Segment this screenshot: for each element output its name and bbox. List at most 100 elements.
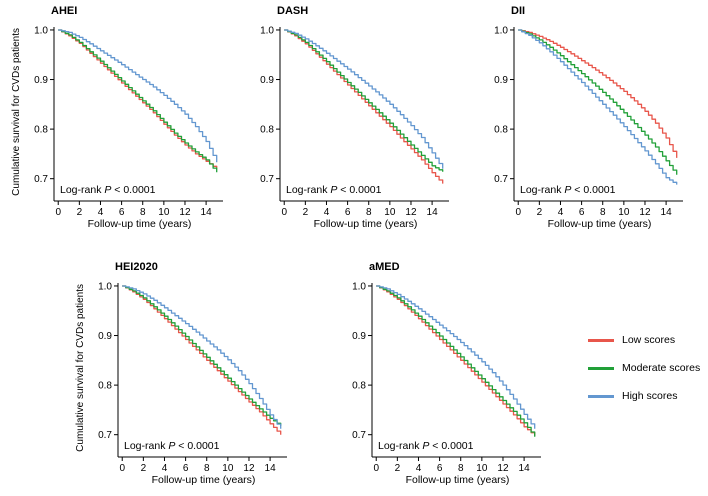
x-axis-label: Follow-up time (years) [87,218,192,230]
svg-text:10: 10 [476,463,488,474]
survival-plot-ahei: 1.0 0.9 0.8 0.7 0 2 4 6 8 10 12 14 [34,25,223,218]
svg-text:0.7: 0.7 [494,174,508,185]
svg-text:0.8: 0.8 [98,381,112,392]
legend-label: High scores [622,390,678,402]
svg-text:8: 8 [600,207,606,218]
svg-text:10: 10 [222,463,234,474]
legend: Low scores Moderate scores High scores [588,334,700,402]
svg-text:0.8: 0.8 [494,125,508,136]
svg-text:14: 14 [201,207,213,218]
y-axis-label-container: Cumulative survival for CVDs patients [72,260,88,475]
svg-text:1.0: 1.0 [98,281,112,292]
survival-plot-amed: 1.0 0.9 0.8 0.7 0 2 4 6 8 10 12 14 [352,281,541,474]
y-axis-label: Cumulative survival for CVDs patients [74,283,86,452]
svg-text:0.8: 0.8 [352,381,366,392]
svg-text:0.9: 0.9 [260,75,274,86]
panel-title: DASH [277,5,309,17]
legend-item-low: Low scores [588,334,700,346]
svg-text:0: 0 [281,207,287,218]
svg-text:1.0: 1.0 [34,25,48,36]
y-axis-label-container: Cumulative survival for CVDs patients [8,4,24,219]
svg-text:6: 6 [437,463,443,474]
survival-plot-dii: 1.0 0.9 0.8 0.7 0 2 4 6 8 10 12 14 [494,25,683,218]
km-panel-dash: DASH 1.0 0.9 0.8 0.7 0 2 4 6 8 10 12 14 Log-rank P … [250,4,455,230]
svg-text:1.0: 1.0 [260,25,274,36]
svg-text:10: 10 [158,207,170,218]
svg-text:4: 4 [416,463,422,474]
logrank-annotation: Log-rank P < 0.0001 [124,440,220,452]
x-axis-label: Follow-up time (years) [151,474,256,486]
svg-text:14: 14 [427,207,439,218]
svg-text:0.9: 0.9 [98,331,112,342]
svg-text:6: 6 [183,463,189,474]
svg-text:0: 0 [373,463,379,474]
svg-text:0.9: 0.9 [352,331,366,342]
svg-text:2: 2 [303,207,309,218]
svg-text:12: 12 [243,463,255,474]
svg-text:0: 0 [515,207,521,218]
svg-text:4: 4 [324,207,330,218]
legend-item-high: High scores [588,390,700,402]
svg-text:0.9: 0.9 [494,75,508,86]
svg-text:8: 8 [204,463,210,474]
svg-text:0.7: 0.7 [98,430,112,441]
svg-text:12: 12 [639,207,651,218]
km-panel-hei2020: Cumulative survival for CVDs patients HE… [72,260,293,486]
logrank-annotation: Log-rank P < 0.0001 [378,440,474,452]
svg-text:6: 6 [345,207,351,218]
svg-text:0: 0 [55,207,61,218]
logrank-annotation: Log-rank P < 0.0001 [286,184,382,196]
km-panel-ahei: Cumulative survival for CVDs patients AH… [8,4,229,230]
svg-text:8: 8 [366,207,372,218]
svg-text:14: 14 [661,207,673,218]
svg-text:0.8: 0.8 [260,125,274,136]
legend-label: Low scores [622,334,676,346]
svg-text:8: 8 [458,463,464,474]
svg-text:12: 12 [179,207,191,218]
svg-text:2: 2 [77,207,83,218]
svg-text:2: 2 [141,463,147,474]
x-axis-label: Follow-up time (years) [313,218,418,230]
svg-text:0.9: 0.9 [34,75,48,86]
y-axis-label: Cumulative survival for CVDs patients [10,27,22,196]
high-scores-line-swatch [588,394,614,398]
panel-title: aMED [369,261,400,273]
svg-text:2: 2 [537,207,543,218]
svg-text:12: 12 [405,207,417,218]
km-panel-amed: aMED 1.0 0.9 0.8 0.7 0 2 4 6 8 10 12 14 Log-rank P … [342,260,547,486]
svg-text:6: 6 [579,207,585,218]
km-panel-dii: DII 1.0 0.9 0.8 0.7 0 2 4 6 8 10 12 14 Log-rank P <… [484,4,689,230]
survival-plot-hei2020: 1.0 0.9 0.8 0.7 0 2 4 6 8 10 12 14 [98,281,287,474]
svg-text:0.7: 0.7 [34,174,48,185]
svg-text:10: 10 [384,207,396,218]
svg-text:0: 0 [119,463,125,474]
svg-text:1.0: 1.0 [494,25,508,36]
svg-text:6: 6 [119,207,125,218]
panel-title: AHEI [51,5,78,17]
svg-text:0.8: 0.8 [34,125,48,136]
survival-plot-dash: 1.0 0.9 0.8 0.7 0 2 4 6 8 10 12 14 [260,25,449,218]
low-scores-line-swatch [588,338,614,342]
x-axis-label: Follow-up time (years) [547,218,652,230]
panel-title: DII [511,5,526,17]
legend-item-moderate: Moderate scores [588,362,700,374]
moderate-scores-line-swatch [588,366,614,370]
svg-text:10: 10 [618,207,630,218]
svg-text:12: 12 [497,463,509,474]
svg-text:4: 4 [558,207,564,218]
logrank-annotation: Log-rank P < 0.0001 [60,184,156,196]
logrank-annotation: Log-rank P < 0.0001 [520,184,616,196]
svg-text:14: 14 [265,463,277,474]
svg-text:0.7: 0.7 [260,174,274,185]
svg-text:8: 8 [140,207,146,218]
svg-text:0.7: 0.7 [352,430,366,441]
svg-text:1.0: 1.0 [352,281,366,292]
svg-text:2: 2 [395,463,401,474]
panel-title: HEI2020 [115,261,158,273]
svg-text:4: 4 [162,463,168,474]
x-axis-label: Follow-up time (years) [405,474,510,486]
svg-text:14: 14 [519,463,531,474]
legend-label: Moderate scores [622,362,701,374]
svg-text:4: 4 [98,207,104,218]
